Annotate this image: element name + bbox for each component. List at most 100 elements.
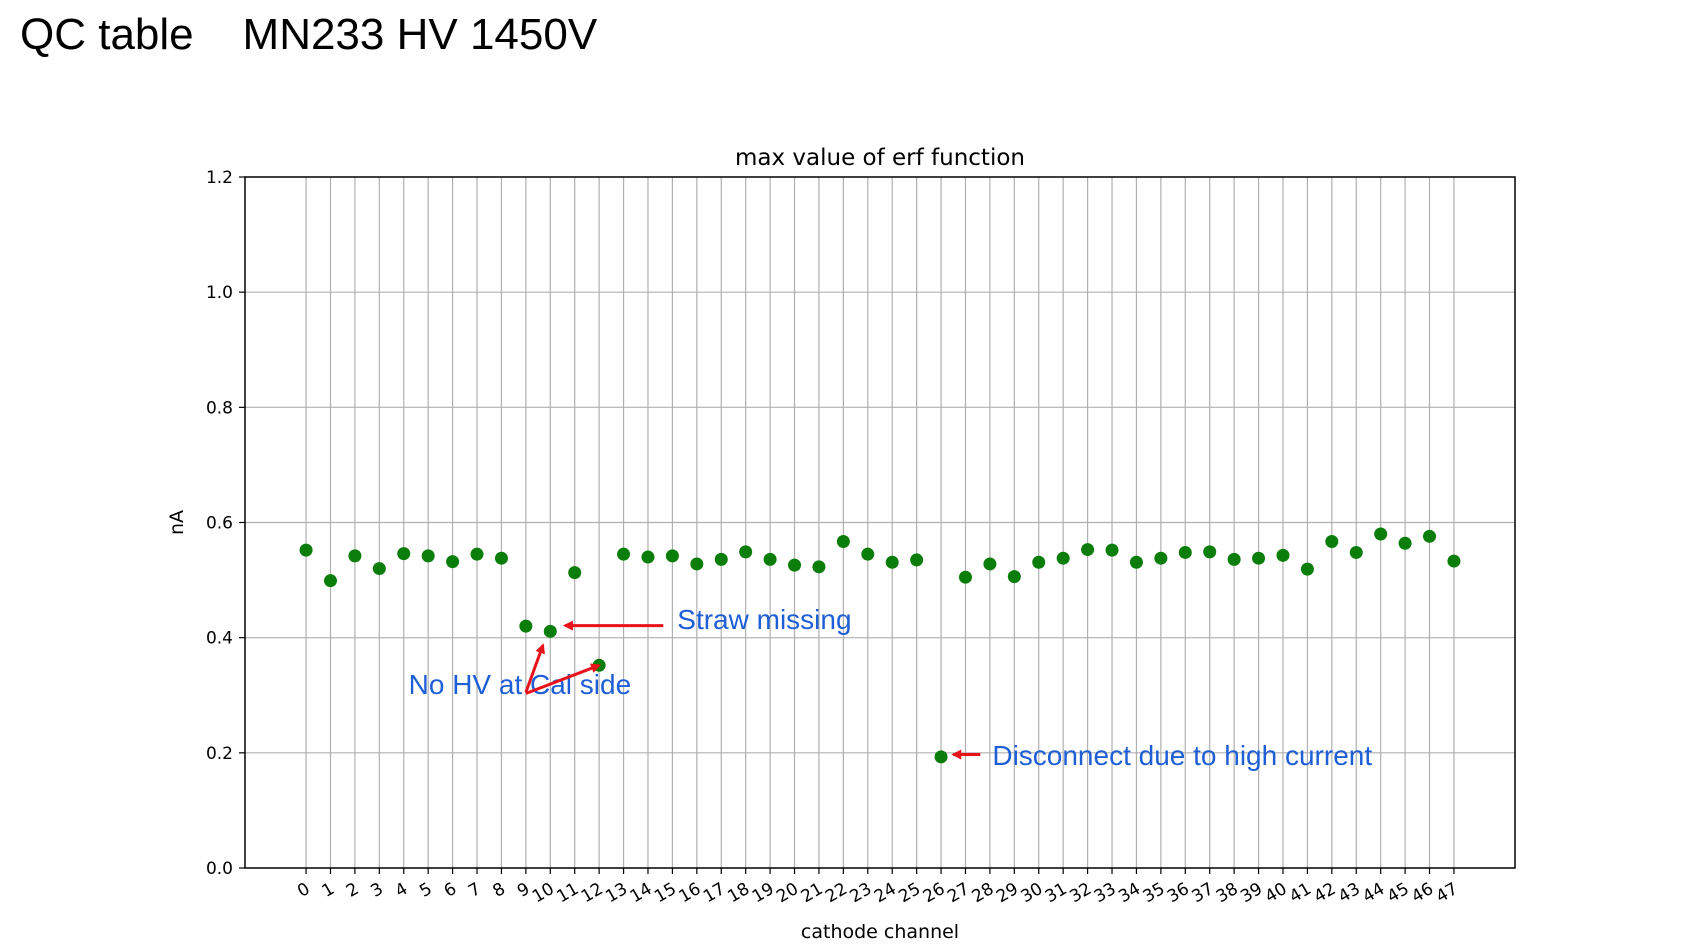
data-point: [568, 566, 582, 580]
data-point: [934, 750, 948, 764]
data-point: [836, 535, 850, 549]
data-point: [1325, 535, 1339, 549]
x-tick-label: 39: [1237, 879, 1266, 907]
data-point: [299, 543, 313, 557]
x-tick-label: 22: [822, 879, 851, 907]
data-point: [1203, 545, 1217, 559]
x-tick-label: 17: [700, 879, 729, 907]
data-point: [763, 552, 777, 566]
data-point: [617, 547, 631, 561]
x-tick-label: 29: [993, 879, 1022, 907]
data-point: [885, 555, 899, 569]
data-point: [958, 570, 972, 584]
x-tick-label: 26: [920, 879, 949, 907]
x-tick-label: 15: [651, 879, 680, 907]
y-tick-label: 0.8: [206, 398, 233, 418]
x-tick-label: 33: [1091, 879, 1120, 907]
data-point: [1374, 527, 1388, 541]
data-point: [397, 547, 411, 561]
data-point: [714, 552, 728, 566]
x-tick-label: 11: [553, 879, 582, 907]
data-point: [665, 549, 679, 563]
data-point: [1032, 555, 1046, 569]
x-tick-label: 12: [578, 879, 607, 907]
x-tick-label: 35: [1140, 879, 1169, 907]
x-tick-label: 7: [465, 879, 484, 902]
x-tick-label: 6: [441, 879, 460, 902]
x-tick-label: 31: [1042, 879, 1071, 907]
data-point: [739, 545, 753, 559]
data-point: [519, 619, 533, 633]
data-point: [1227, 552, 1241, 566]
x-tick-label: 32: [1066, 879, 1095, 907]
annotation-arrow: [524, 643, 545, 693]
data-point: [983, 557, 997, 571]
data-point: [1007, 570, 1021, 584]
x-tick-label: 13: [602, 879, 631, 907]
x-tick-label: 25: [895, 879, 924, 907]
x-tick-label: 23: [847, 879, 876, 907]
data-point: [1252, 551, 1266, 565]
x-tick-label: 19: [749, 879, 778, 907]
data-point: [372, 562, 386, 576]
data-point: [446, 555, 460, 569]
x-tick-label: 34: [1115, 879, 1144, 907]
annotations: Straw missing No HV at Cal side Disconnect…: [409, 604, 1373, 771]
data-point: [910, 553, 924, 567]
slide-title: QC table MN233 HV 1450V: [20, 10, 598, 59]
x-tick-label: 41: [1286, 879, 1315, 907]
x-tick-label: 37: [1188, 879, 1217, 907]
data-point: [543, 624, 557, 638]
y-tick-label: 0.0: [206, 859, 233, 879]
y-tick-label: 0.2: [206, 744, 233, 764]
y-tick-label: 1.0: [206, 283, 233, 303]
grid-lines: [245, 177, 1515, 868]
x-tick-label: 2: [343, 879, 362, 902]
data-point: [1178, 545, 1192, 559]
data-point: [470, 547, 484, 561]
x-tick-label: 1: [319, 879, 338, 902]
x-tick-label: 18: [724, 879, 753, 907]
axis-ticks: 0 1 2 3 4 5 6 7 8 9101112131415161718192021222324…: [206, 168, 1461, 907]
data-point: [641, 550, 655, 564]
x-tick-label: 43: [1335, 879, 1364, 907]
x-tick-label: 4: [392, 879, 411, 902]
data-point: [690, 557, 704, 571]
x-tick-label: 27: [944, 879, 973, 907]
annotation-text: Disconnect due to high current: [992, 740, 1372, 771]
y-tick-label: 0.6: [206, 514, 233, 534]
data-point: [421, 549, 435, 563]
x-tick-label: 42: [1311, 879, 1340, 907]
annotation-arrow: [525, 663, 602, 695]
data-point: [1154, 551, 1168, 565]
x-tick-label: 21: [798, 879, 827, 907]
x-tick-label: 46: [1408, 879, 1437, 907]
data-point: [1447, 554, 1461, 568]
x-tick-label: 40: [1262, 879, 1291, 907]
data-point: [1423, 529, 1437, 543]
x-tick-label: 20: [773, 879, 802, 907]
data-point: [812, 560, 826, 574]
y-tick-label: 0.4: [206, 629, 233, 649]
x-tick-label: 8: [490, 879, 509, 902]
x-tick-label: 36: [1164, 879, 1193, 907]
x-tick-label: 3: [367, 879, 386, 902]
data-point: [861, 547, 875, 561]
data-points: [299, 527, 1461, 764]
x-tick-label: 47: [1433, 879, 1462, 907]
chart-title: max value of erf function: [735, 145, 1025, 171]
x-tick-label: 16: [676, 879, 705, 907]
x-tick-label: 44: [1359, 879, 1388, 907]
y-axis-label: nA: [166, 510, 188, 535]
y-tick-label: 1.2: [206, 168, 233, 188]
x-tick-label: 30: [1018, 879, 1047, 907]
x-tick-label: 14: [627, 879, 656, 907]
data-point: [494, 551, 508, 565]
data-point: [1398, 536, 1412, 550]
data-point: [1105, 543, 1119, 557]
data-point: [788, 558, 802, 572]
x-axis-label: cathode channel: [801, 921, 959, 943]
x-tick-label: 5: [416, 879, 435, 902]
x-tick-label: 28: [969, 879, 998, 907]
